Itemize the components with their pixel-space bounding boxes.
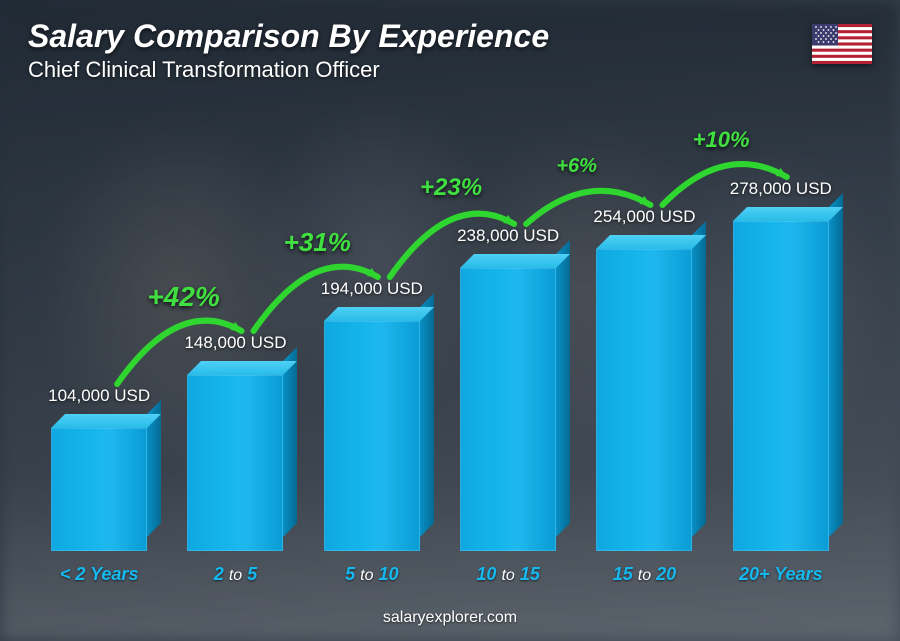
delta-label-4: +10% <box>693 127 750 153</box>
value-label-2: 194,000 USD <box>321 279 423 299</box>
chart-subtitle: Chief Clinical Transformation Officer <box>28 57 820 83</box>
category-label-4: 15 to 20 <box>585 564 703 585</box>
delta-label-0: +42% <box>147 281 219 313</box>
bar-1: 148,000 USD <box>176 120 294 551</box>
value-label-0: 104,000 USD <box>48 386 150 406</box>
category-label-1: 2 to 5 <box>176 564 294 585</box>
delta-label-3: +6% <box>556 155 597 178</box>
value-label-5: 278,000 USD <box>730 179 832 199</box>
bar-5: 278,000 USD <box>722 120 840 551</box>
chart-title: Salary Comparison By Experience <box>28 18 820 55</box>
category-label-3: 10 to 15 <box>449 564 567 585</box>
bar-chart: 104,000 USD 148,000 USD 194,000 USD 238,000… <box>40 120 840 581</box>
category-labels: < 2 Years 2 to 5 5 to 10 10 to 15 15 to 20 20… <box>40 564 840 585</box>
bar-0: 104,000 USD <box>40 120 158 551</box>
value-label-1: 148,000 USD <box>184 333 286 353</box>
value-label-4: 254,000 USD <box>593 207 695 227</box>
value-label-3: 238,000 USD <box>457 226 559 246</box>
delta-label-2: +23% <box>420 174 482 202</box>
bar-2: 194,000 USD <box>313 120 431 551</box>
delta-label-1: +31% <box>284 227 351 258</box>
header: Salary Comparison By Experience Chief Cl… <box>28 18 820 83</box>
category-label-0: < 2 Years <box>40 564 158 585</box>
category-label-5: 20+ Years <box>722 564 840 585</box>
footer-attribution: salaryexplorer.com <box>0 609 900 627</box>
usa-flag-icon <box>812 24 872 64</box>
category-label-2: 5 to 10 <box>313 564 431 585</box>
bar-4: 254,000 USD <box>585 120 703 551</box>
